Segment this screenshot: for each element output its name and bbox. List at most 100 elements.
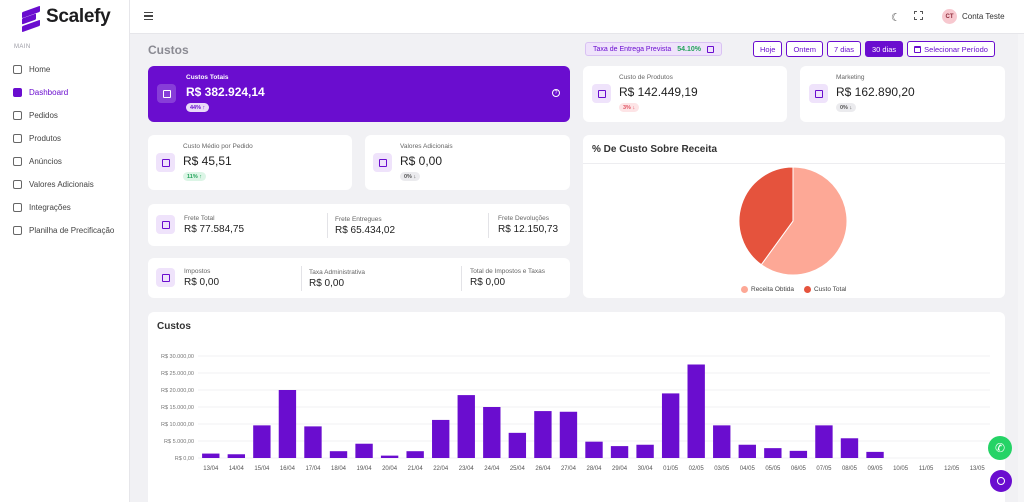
sidebar-item-anuncios[interactable]: Anúncios [0,150,129,173]
avg-order-cost-value: R$ 45,51 [183,154,232,168]
divider [488,213,489,238]
taxes-total-label: Total de Impostos e Taxas [470,268,546,275]
pie-legend: Receita Obtida Custo Total [741,286,846,293]
x-tick-label: 28/04 [586,466,602,472]
divider [301,266,302,291]
additional-values-label: Valores Adicionais [400,143,453,150]
sidebar-item-valores-adicionais[interactable]: Valores Adicionais [0,173,129,196]
total-costs-value: R$ 382.924,14 [186,85,265,99]
bar[interactable] [738,444,756,458]
bar[interactable] [483,407,501,458]
sidebar-item-integracoes[interactable]: Integrações [0,196,129,219]
calendar-icon [914,45,922,53]
total-costs-card: Custos Totais R$ 382.924,14 44% ↑ ? [148,66,570,122]
x-tick-label: 18/04 [331,466,347,472]
cart-icon [373,153,392,172]
freight-returns-value: R$ 12.150,73 [498,224,559,235]
products-icon [13,134,22,143]
bar[interactable] [406,451,424,458]
bar[interactable] [559,411,578,458]
x-tick-label: 20/04 [382,466,398,472]
filter-today-button[interactable]: Hoje [753,41,783,57]
bar[interactable] [202,453,220,458]
filter-yesterday-button[interactable]: Ontem [786,41,823,57]
bar[interactable] [534,411,552,458]
bar[interactable] [610,446,629,458]
x-tick-label: 13/05 [970,466,986,472]
avg-order-cost-card: Custo Médio por Pedido R$ 45,51 11% ↑ [148,135,352,190]
freight-delivered-value: R$ 65.434,02 [335,225,396,236]
bar[interactable] [457,395,475,458]
sidebar-item-dashboard[interactable]: Dashboard [0,81,129,104]
user-name[interactable]: Conta Teste [962,12,1005,21]
bar[interactable] [764,448,782,458]
bar[interactable] [815,425,833,458]
bar[interactable] [585,441,603,458]
bar[interactable] [253,425,271,458]
bar[interactable] [661,393,680,458]
additional-values-value: R$ 0,00 [400,154,443,168]
delivery-rate-tag: Taxa de Entrega Prevista 54.10% [585,42,722,56]
avatar[interactable]: CT [942,9,957,24]
product-cost-value: R$ 142.449,19 [619,85,698,99]
admin-fee-value: R$ 0,00 [309,278,345,289]
product-cost-badge: 3% ↓ [619,103,640,112]
support-chat-button[interactable] [990,470,1012,492]
y-tick-label: R$ 10.000,00 [161,422,194,428]
marketing-value: R$ 162.890,20 [836,85,915,99]
brand-logo[interactable]: Scalefy [0,0,129,34]
bar[interactable] [687,364,705,459]
bar[interactable] [432,419,450,458]
ads-icon [13,157,22,166]
sidebar-item-planilha[interactable]: Planilha de Precificação [0,219,129,242]
sidebar-section-label: MAIN [14,44,31,50]
bar[interactable] [508,432,527,458]
spreadsheet-icon [13,226,22,235]
bar[interactable] [789,450,808,458]
x-tick-label: 19/04 [357,466,373,472]
select-period-button[interactable]: Selecionar Período [907,41,995,57]
pie-chart-title: % De Custo Sobre Receita [592,144,718,155]
sidebar-item-pedidos[interactable]: Pedidos [0,104,129,127]
bar[interactable] [227,454,246,458]
bar[interactable] [866,451,884,458]
bar[interactable] [304,426,322,458]
freight-total-label: Frete Total [184,215,215,222]
filter-30-days-button[interactable]: 30 dias [864,41,904,57]
pie-slice-cost[interactable] [738,166,794,266]
bar[interactable] [355,443,373,458]
coins-icon [156,268,175,287]
bar[interactable] [380,455,399,458]
bar[interactable] [713,425,731,458]
help-icon[interactable]: ? [552,89,560,97]
total-costs-badge: 44% ↑ [186,103,210,112]
filter-7-days-button[interactable]: 7 dias [826,41,861,57]
truck-icon [156,215,175,234]
sidebar-nav: Home Dashboard Pedidos Produtos Anúncios… [0,58,129,242]
bar[interactable] [329,451,348,458]
edit-icon[interactable] [706,45,714,53]
bar[interactable] [278,390,297,458]
bar[interactable] [840,438,859,458]
x-tick-label: 06/05 [791,466,807,472]
scrollbar[interactable] [1018,34,1024,502]
chat-icon [997,477,1005,485]
pie-slice-revenue[interactable] [760,166,848,276]
share-icon [13,203,22,212]
legend-item-revenue: Receita Obtida [741,286,794,293]
fullscreen-icon[interactable] [914,11,923,20]
freight-card: Frete Total R$ 77.584,75 Frete Entregues… [148,204,570,246]
menu-toggle-icon[interactable] [144,12,153,20]
bar[interactable] [636,444,654,458]
x-tick-label: 04/05 [740,466,756,472]
sidebar-item-produtos[interactable]: Produtos [0,127,129,150]
sidebar-item-home[interactable]: Home [0,58,129,81]
brand-name: Scalefy [46,6,111,27]
x-tick-label: 26/04 [535,466,551,472]
x-tick-label: 15/04 [254,466,270,472]
costs-bar-card: Custos R$ 0,00 R$ 5.000,00 R$ 10.000,00 R$ … [148,312,1005,502]
home-icon [13,65,22,74]
whatsapp-button[interactable]: ✆ [988,436,1012,460]
dark-mode-icon[interactable]: ☾ [891,12,901,24]
x-tick-label: 14/04 [229,466,245,472]
